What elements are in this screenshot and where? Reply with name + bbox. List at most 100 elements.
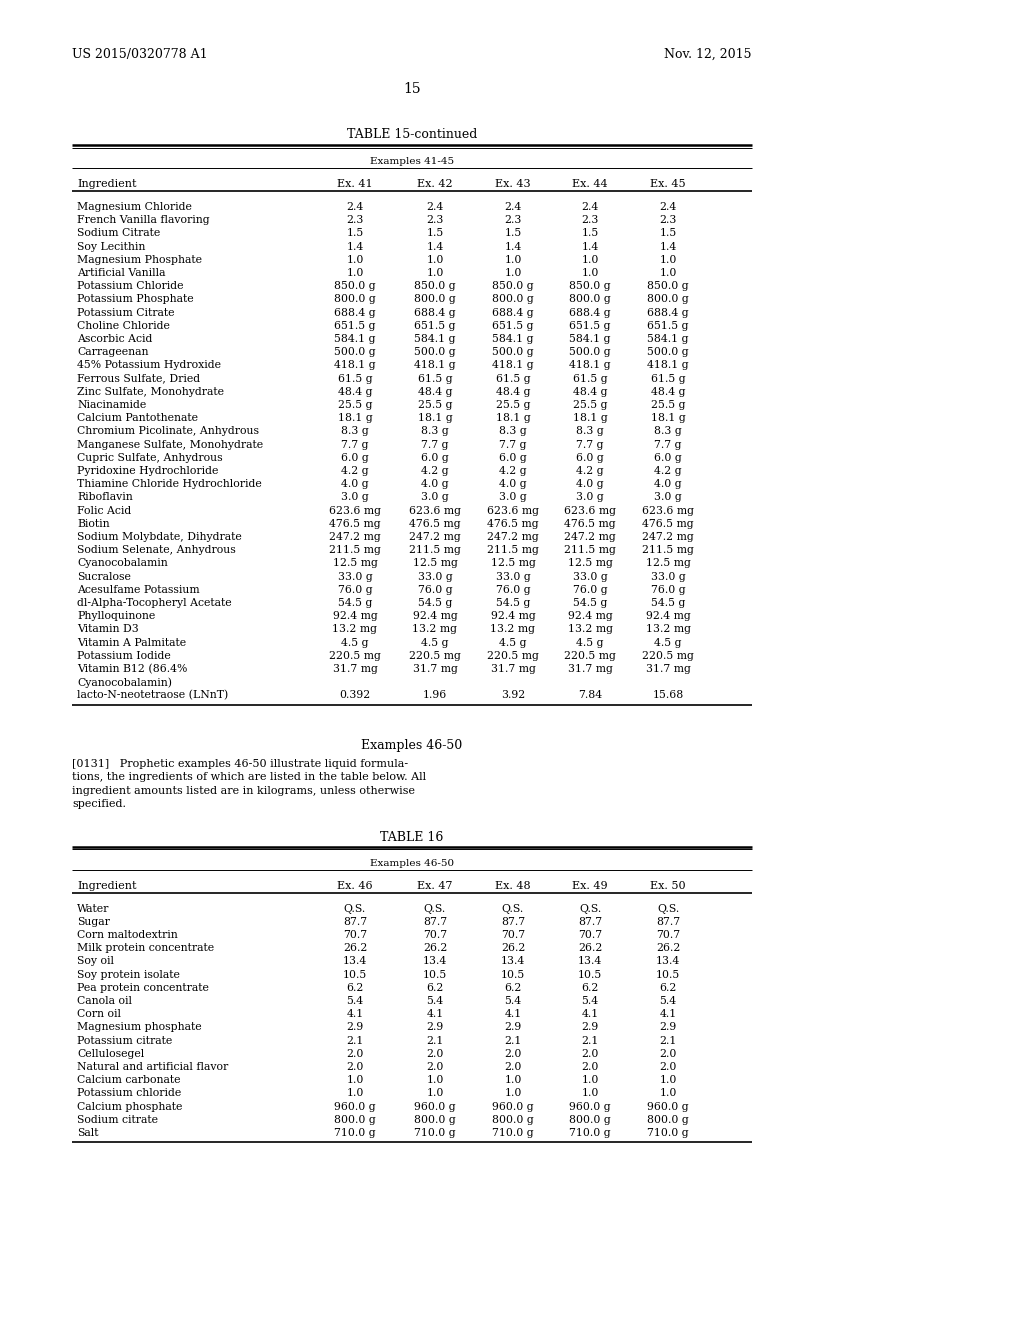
Text: 8.3 g: 8.3 g — [577, 426, 604, 437]
Text: [0131]   Prophetic examples 46-50 illustrate liquid formula-: [0131] Prophetic examples 46-50 illustra… — [72, 759, 409, 768]
Text: Potassium Iodide: Potassium Iodide — [77, 651, 171, 661]
Text: Potassium Citrate: Potassium Citrate — [77, 308, 174, 318]
Text: 1.0: 1.0 — [582, 1089, 599, 1098]
Text: 800.0 g: 800.0 g — [647, 1115, 689, 1125]
Text: 960.0 g: 960.0 g — [493, 1102, 534, 1111]
Text: Canola oil: Canola oil — [77, 997, 132, 1006]
Text: 5.4: 5.4 — [505, 997, 521, 1006]
Text: 500.0 g: 500.0 g — [334, 347, 376, 358]
Text: Ex. 42: Ex. 42 — [417, 180, 453, 189]
Text: 220.5 mg: 220.5 mg — [642, 651, 694, 661]
Text: 247.2 mg: 247.2 mg — [487, 532, 539, 543]
Text: 12.5 mg: 12.5 mg — [413, 558, 458, 569]
Text: Calcium Pantothenate: Calcium Pantothenate — [77, 413, 198, 424]
Text: 48.4 g: 48.4 g — [338, 387, 373, 397]
Text: 70.7: 70.7 — [343, 931, 367, 940]
Text: 6.0 g: 6.0 g — [421, 453, 449, 463]
Text: 850.0 g: 850.0 g — [493, 281, 534, 292]
Text: 4.2 g: 4.2 g — [341, 466, 369, 477]
Text: 13.4: 13.4 — [578, 957, 602, 966]
Text: 623.6 mg: 623.6 mg — [409, 506, 461, 516]
Text: 12.5 mg: 12.5 mg — [333, 558, 378, 569]
Text: Ascorbic Acid: Ascorbic Acid — [77, 334, 153, 345]
Text: 13.4: 13.4 — [501, 957, 525, 966]
Text: 12.5 mg: 12.5 mg — [567, 558, 612, 569]
Text: 92.4 mg: 92.4 mg — [333, 611, 378, 622]
Text: Phylloquinone: Phylloquinone — [77, 611, 156, 622]
Text: Q.S.: Q.S. — [502, 904, 524, 913]
Text: 61.5 g: 61.5 g — [650, 374, 685, 384]
Text: 500.0 g: 500.0 g — [493, 347, 534, 358]
Text: 800.0 g: 800.0 g — [334, 294, 376, 305]
Text: Magnesium Phosphate: Magnesium Phosphate — [77, 255, 202, 265]
Text: 54.5 g: 54.5 g — [572, 598, 607, 609]
Text: Corn oil: Corn oil — [77, 1010, 121, 1019]
Text: Examples 46-50: Examples 46-50 — [370, 858, 454, 867]
Text: 25.5 g: 25.5 g — [572, 400, 607, 411]
Text: 1.0: 1.0 — [659, 1076, 677, 1085]
Text: 1.5: 1.5 — [505, 228, 521, 239]
Text: 25.5 g: 25.5 g — [650, 400, 685, 411]
Text: Ingredient: Ingredient — [77, 180, 136, 189]
Text: 211.5 mg: 211.5 mg — [487, 545, 539, 556]
Text: 6.2: 6.2 — [504, 983, 521, 993]
Text: 4.5 g: 4.5 g — [421, 638, 449, 648]
Text: Q.S.: Q.S. — [344, 904, 367, 913]
Text: TABLE 16: TABLE 16 — [380, 830, 443, 843]
Text: 33.0 g: 33.0 g — [572, 572, 607, 582]
Text: 4.0 g: 4.0 g — [421, 479, 449, 490]
Text: 2.9: 2.9 — [505, 1023, 521, 1032]
Text: Magnesium Chloride: Magnesium Chloride — [77, 202, 191, 213]
Text: Cellulosegel: Cellulosegel — [77, 1049, 144, 1059]
Text: Sodium Molybdate, Dihydrate: Sodium Molybdate, Dihydrate — [77, 532, 242, 543]
Text: 688.4 g: 688.4 g — [569, 308, 610, 318]
Text: 70.7: 70.7 — [656, 931, 680, 940]
Text: 7.7 g: 7.7 g — [500, 440, 526, 450]
Text: 25.5 g: 25.5 g — [338, 400, 373, 411]
Text: 2.1: 2.1 — [582, 1036, 599, 1045]
Text: 70.7: 70.7 — [423, 931, 447, 940]
Text: 476.5 mg: 476.5 mg — [564, 519, 615, 529]
Text: 13.2 mg: 13.2 mg — [567, 624, 612, 635]
Text: 87.7: 87.7 — [656, 917, 680, 927]
Text: 1.4: 1.4 — [659, 242, 677, 252]
Text: 92.4 mg: 92.4 mg — [413, 611, 458, 622]
Text: Ingredient: Ingredient — [77, 880, 136, 891]
Text: 4.2 g: 4.2 g — [577, 466, 604, 477]
Text: 2.0: 2.0 — [426, 1049, 443, 1059]
Text: 76.0 g: 76.0 g — [496, 585, 530, 595]
Text: 623.6 mg: 623.6 mg — [642, 506, 694, 516]
Text: 4.1: 4.1 — [346, 1010, 364, 1019]
Text: 7.7 g: 7.7 g — [577, 440, 604, 450]
Text: 623.6 mg: 623.6 mg — [329, 506, 381, 516]
Text: 651.5 g: 651.5 g — [334, 321, 376, 331]
Text: 92.4 mg: 92.4 mg — [490, 611, 536, 622]
Text: 688.4 g: 688.4 g — [647, 308, 689, 318]
Text: 800.0 g: 800.0 g — [647, 294, 689, 305]
Text: 26.2: 26.2 — [578, 944, 602, 953]
Text: 13.2 mg: 13.2 mg — [490, 624, 536, 635]
Text: 1.4: 1.4 — [582, 242, 599, 252]
Text: 1.0: 1.0 — [504, 1076, 521, 1085]
Text: Thiamine Chloride Hydrochloride: Thiamine Chloride Hydrochloride — [77, 479, 262, 490]
Text: Vitamin D3: Vitamin D3 — [77, 624, 138, 635]
Text: 61.5 g: 61.5 g — [338, 374, 373, 384]
Text: 2.9: 2.9 — [426, 1023, 443, 1032]
Text: 800.0 g: 800.0 g — [414, 294, 456, 305]
Text: 76.0 g: 76.0 g — [650, 585, 685, 595]
Text: 247.2 mg: 247.2 mg — [564, 532, 615, 543]
Text: Nov. 12, 2015: Nov. 12, 2015 — [665, 48, 752, 61]
Text: Q.S.: Q.S. — [656, 904, 679, 913]
Text: Corn maltodextrin: Corn maltodextrin — [77, 931, 178, 940]
Text: 6.2: 6.2 — [426, 983, 443, 993]
Text: 48.4 g: 48.4 g — [496, 387, 530, 397]
Text: 18.1 g: 18.1 g — [650, 413, 685, 424]
Text: 0.392: 0.392 — [339, 690, 371, 701]
Text: 651.5 g: 651.5 g — [647, 321, 689, 331]
Text: 3.0 g: 3.0 g — [499, 492, 527, 503]
Text: 87.7: 87.7 — [423, 917, 447, 927]
Text: 220.5 mg: 220.5 mg — [409, 651, 461, 661]
Text: 2.0: 2.0 — [504, 1063, 521, 1072]
Text: 476.5 mg: 476.5 mg — [329, 519, 381, 529]
Text: 1.0: 1.0 — [426, 1076, 443, 1085]
